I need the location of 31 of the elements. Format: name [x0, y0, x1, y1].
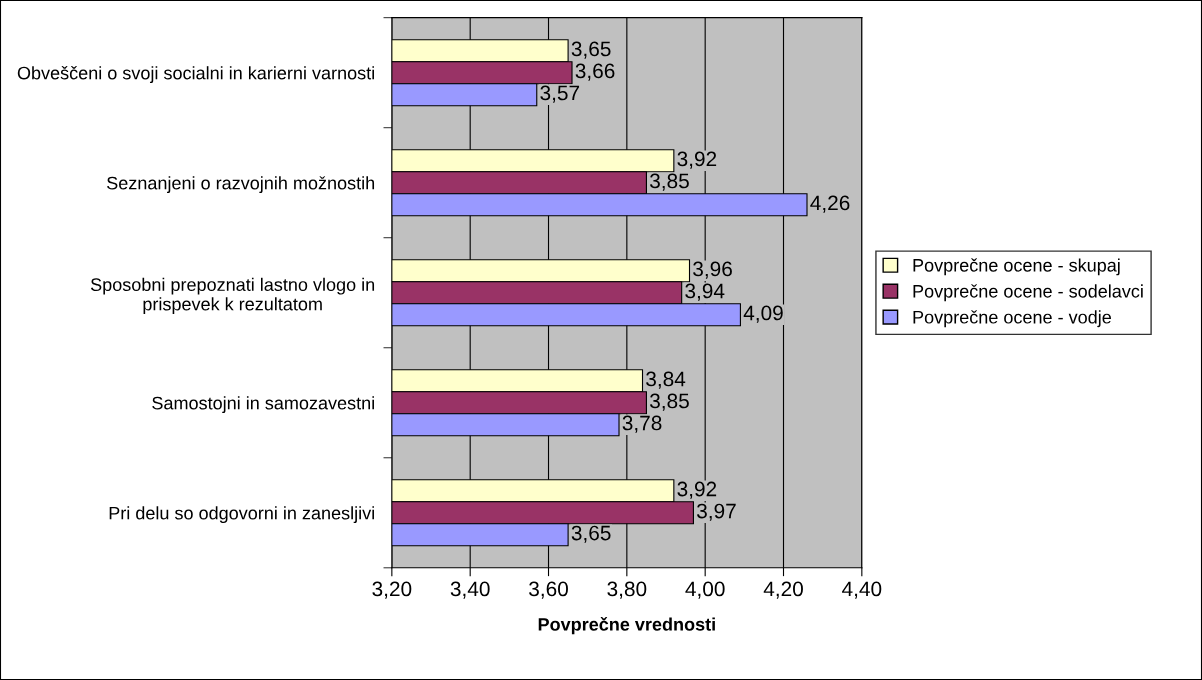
x-tick-label: 3,60 [529, 581, 568, 599]
data-label: 4,09 [743, 305, 783, 323]
y-tick-label: Sposobni prepoznati lastno vlogo in prispevek k rezultatom [90, 277, 375, 315]
data-label: 3,66 [575, 63, 615, 81]
data-label: 3,92 [677, 151, 717, 169]
y-tick-label: Samostojni in samozavestni [152, 396, 374, 414]
data-label: 3,84 [646, 371, 686, 389]
legend-label: Povprečne ocene - sodelavci [913, 284, 1143, 302]
data-label: 3,96 [693, 261, 732, 279]
x-tick-label: 4,40 [842, 581, 882, 599]
x-axis-title: Povprečne vrednosti [538, 617, 715, 635]
data-label: 3,65 [571, 41, 611, 59]
data-label: 4,26 [810, 195, 850, 213]
y-tick-label: Seznanjeni o razvojnih možnostih [107, 176, 375, 194]
data-label: 3,94 [685, 283, 725, 301]
data-label: 3,92 [677, 481, 717, 499]
x-tick-label: 3,80 [607, 581, 647, 599]
data-label: 3,65 [571, 525, 611, 543]
data-label: 3,97 [697, 503, 736, 521]
x-tick-label: 3,40 [450, 581, 490, 599]
legend-label: Povprečne ocene - vodje [913, 310, 1111, 328]
y-tick-label: Pri delu so odgovorni in zanesljivi [109, 506, 374, 524]
y-tick-label: Obveščeni o svoji socialni in karierni varnosti [17, 66, 374, 84]
data-label: 3,85 [650, 393, 689, 411]
legend-label: Povprečne ocene - skupaj [913, 258, 1120, 276]
x-tick-label: 4,00 [685, 581, 725, 599]
x-tick-label: 3,20 [372, 581, 412, 599]
data-label: 3,85 [650, 173, 689, 191]
x-tick-label: 4,20 [763, 581, 803, 599]
data-label: 3,78 [622, 415, 662, 433]
data-label: 3,57 [540, 85, 580, 103]
